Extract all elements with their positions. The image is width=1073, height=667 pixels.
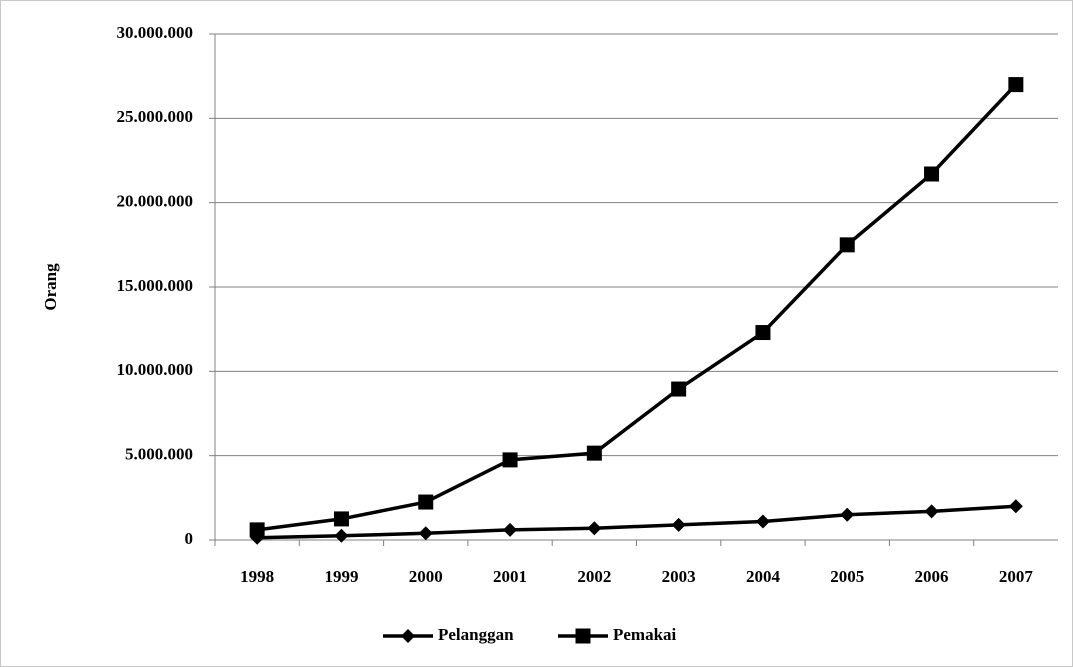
data-point [333,511,349,527]
data-point [418,526,433,541]
data-point [418,494,434,510]
data-point [924,504,939,519]
data-point [587,521,602,536]
data-point [586,445,602,461]
data-point [840,507,855,522]
data-point [503,522,518,537]
legend-marker [401,629,415,643]
data-point [671,517,686,532]
x-tick-label: 2005 [830,567,864,586]
x-tick-label: 2002 [577,567,611,586]
x-tick-label: 2001 [493,567,527,586]
x-tick-label: 2007 [999,567,1034,586]
y-tick-label: 0 [185,529,194,548]
data-point [334,528,349,543]
y-tick-label: 20.000.000 [117,192,194,211]
y-tick-label: 10.000.000 [117,360,194,379]
x-tick-label: 2004 [746,567,781,586]
data-point [1008,499,1023,514]
data-point [755,514,770,529]
data-point [1008,77,1024,93]
y-tick-label: 25.000.000 [117,107,194,126]
y-tick-label: 30.000.000 [117,23,194,42]
x-tick-label: 2006 [915,567,949,586]
legend-marker [575,628,591,644]
series-line [257,504,1016,540]
y-axis-label: Orang [41,263,60,311]
legend-label: Pemakai [613,625,677,644]
data-point [924,166,940,182]
series-line [256,83,1018,532]
data-point [755,325,771,341]
y-tick-label: 15.000.000 [117,276,194,295]
y-tick-label: 5.000.000 [125,445,193,464]
data-point [502,452,518,468]
data-point [671,381,687,397]
x-tick-label: 1998 [240,567,274,586]
legend-label: Pelanggan [438,625,514,644]
data-point [249,522,265,538]
x-tick-label: 1999 [324,567,358,586]
x-tick-label: 2000 [409,567,443,586]
x-tick-label: 2003 [662,567,696,586]
data-point [839,237,855,253]
